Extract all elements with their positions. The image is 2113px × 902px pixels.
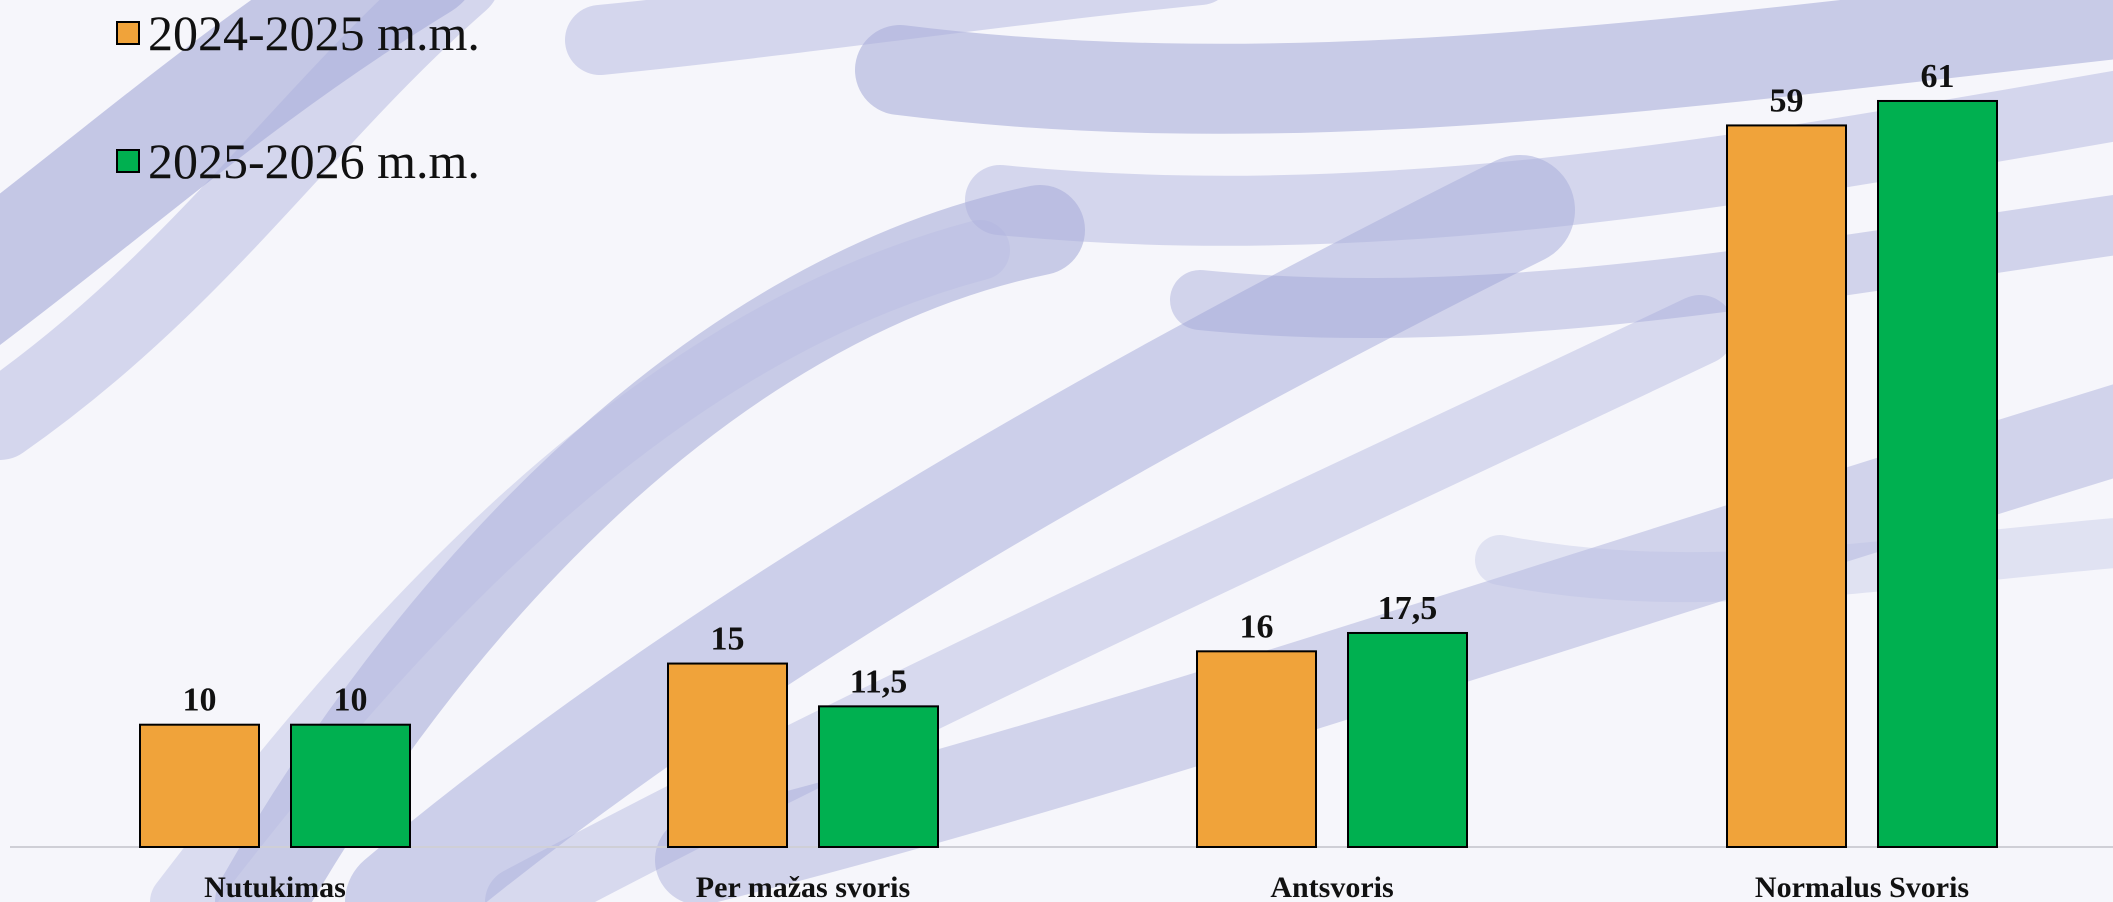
category-label-4: Normalus Svoris	[1755, 871, 1969, 902]
value-label-series-1-category-4: 59	[1770, 82, 1804, 119]
category-label-3: Antsvoris	[1270, 871, 1393, 902]
value-label-series-2-category-2: 11,5	[850, 663, 908, 700]
category-label-1: Nutukimas	[204, 871, 346, 902]
value-label-series-2-category-3: 17,5	[1378, 590, 1438, 627]
category-label-2: Per mažas svoris	[696, 871, 910, 902]
bar-series-1-category-1	[139, 723, 260, 849]
bar-series-2-category-1	[290, 723, 411, 849]
legend-item-series-2: 2025-2026 m.m.	[116, 136, 480, 186]
legend-label-series-1: 2024-2025 m.m.	[148, 5, 480, 61]
bar-series-2-category-3	[1347, 631, 1468, 848]
bar-series-1-category-4	[1726, 124, 1847, 849]
bar-series-1-category-3	[1196, 650, 1317, 848]
legend-swatch-series-1	[116, 21, 140, 45]
value-label-series-2-category-1: 10	[334, 682, 368, 719]
legend-item-series-1: 2024-2025 m.m.	[116, 8, 480, 58]
value-label-series-1-category-1: 10	[183, 682, 217, 719]
bar-series-2-category-2	[818, 705, 939, 848]
bar-series-1-category-2	[667, 662, 788, 848]
bar-series-2-category-4	[1877, 99, 1998, 849]
value-label-series-2-category-4: 61	[1921, 58, 1955, 95]
value-label-series-1-category-2: 15	[711, 621, 745, 658]
value-label-series-1-category-3: 16	[1240, 608, 1274, 645]
legend-swatch-series-2	[116, 149, 140, 173]
legend-label-series-2: 2025-2026 m.m.	[148, 133, 480, 189]
